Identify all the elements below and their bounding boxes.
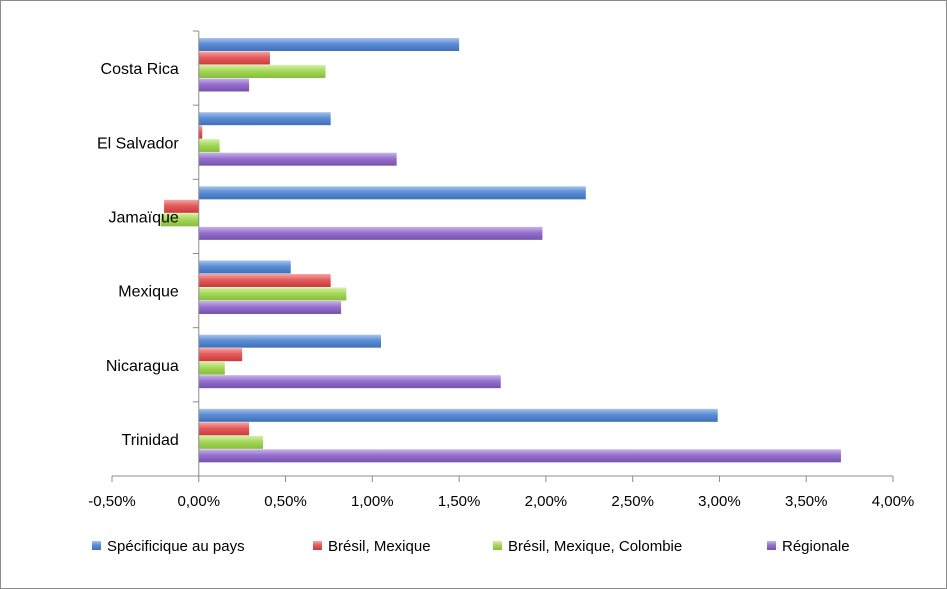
bar-4-2 <box>198 152 397 166</box>
x-tick-label: 3,50% <box>785 493 828 510</box>
bar-3-4 <box>198 287 347 301</box>
bar-1-3 <box>198 186 586 200</box>
category-label: Jamaïque <box>109 209 179 226</box>
axes-layer <box>111 30 894 482</box>
legend-label-3: Brésil, Mexique, Colombie <box>508 538 682 555</box>
bar-3-1 <box>198 65 326 78</box>
x-tick-label: 2,00% <box>525 493 568 510</box>
x-tick-label: 2,50% <box>611 493 654 510</box>
bar-1-1 <box>198 38 460 51</box>
x-tick-label: 0,50% <box>264 493 307 510</box>
bar-2-2 <box>198 125 203 139</box>
category-label: Mexique <box>118 284 179 301</box>
category-label: Costa Rica <box>101 61 179 78</box>
bar-1-5 <box>198 334 382 348</box>
bar-4-6 <box>198 449 841 463</box>
category-label: Nicaragua <box>106 358 179 375</box>
bars-layer <box>160 38 841 463</box>
x-tick-label: 1,00% <box>351 493 394 510</box>
legend-swatch-4 <box>767 541 776 550</box>
bar-4-1 <box>198 78 250 92</box>
category-label: Trinidad <box>122 432 179 449</box>
bar-2-6 <box>198 422 250 436</box>
bar-4-5 <box>198 375 501 389</box>
bar-3-2 <box>198 139 220 153</box>
x-tick-label: 3,00% <box>698 493 741 510</box>
labels-layer: -0,50% 0,00% 0,50% 1,00% 1,50% 2,00% 2,50% 3,00… <box>88 61 914 510</box>
legend-label-4: Régionale <box>782 538 850 555</box>
bar-3-6 <box>198 435 263 449</box>
bar-2-5 <box>198 348 243 362</box>
legend: Spécificique au pays Brésil, Mexique Brési… <box>92 538 850 555</box>
x-tick-label: 0,00% <box>178 493 221 510</box>
legend-label-1: Spécificique au pays <box>107 538 245 555</box>
bar-3-3 <box>160 213 199 227</box>
bar-1-6 <box>198 408 718 422</box>
legend-swatch-3 <box>493 541 502 550</box>
legend-label-2: Brésil, Mexique <box>328 538 431 555</box>
bar-1-4 <box>198 260 291 274</box>
x-tick-label: 4,00% <box>872 493 915 510</box>
category-label: El Salvador <box>97 135 179 152</box>
bar-3-5 <box>198 361 225 375</box>
x-tick-label: -0,50% <box>88 493 136 510</box>
bar-4-3 <box>198 226 543 240</box>
x-tick-label: 1,50% <box>438 493 481 510</box>
bar-1-2 <box>198 112 331 126</box>
bar-2-3 <box>164 199 199 213</box>
bar-2-4 <box>198 274 331 287</box>
bar-4-4 <box>198 301 342 314</box>
legend-swatch-1 <box>92 541 101 550</box>
legend-swatch-2 <box>313 541 322 550</box>
bar-2-1 <box>198 51 270 65</box>
